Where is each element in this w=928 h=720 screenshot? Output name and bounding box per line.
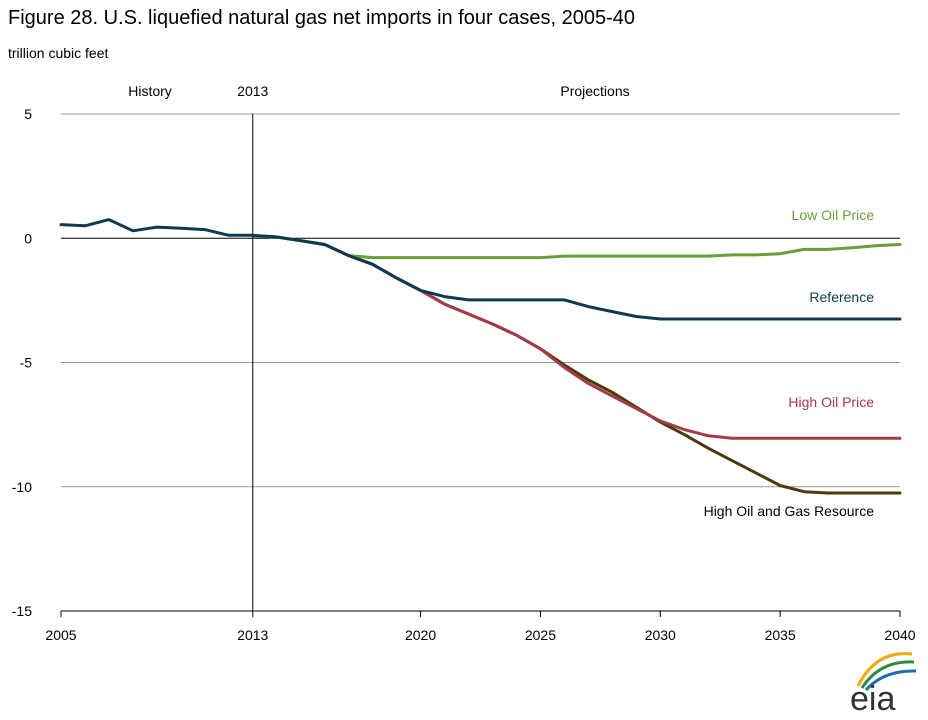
series-line-reference xyxy=(59,218,902,321)
history-annotation: History xyxy=(128,83,172,99)
series-label-high-oil-price: High Oil Price xyxy=(788,394,874,410)
y-tick-label: -15 xyxy=(12,603,32,619)
series-lines xyxy=(59,218,902,495)
y-tick-label: 0 xyxy=(24,230,32,246)
x-tick-label: 2025 xyxy=(525,627,556,643)
logo-arc-green xyxy=(860,660,915,689)
x-tick-label: 2013 xyxy=(237,627,268,643)
eia-logo: eia xyxy=(850,652,917,718)
x-axis-labels: 2005 2013 2020 2025 2030 2035 2040 xyxy=(45,627,915,643)
divider-year-annotation: 2013 xyxy=(237,83,268,99)
series-label-low-oil-price: Low Oil Price xyxy=(792,207,875,223)
series-line-high-oil-and-gas-resource xyxy=(251,234,902,495)
unit-label: trillion cubic feet xyxy=(8,45,108,61)
logo-arc-yellow xyxy=(856,652,913,687)
x-tick-label: 2030 xyxy=(645,627,676,643)
y-tick-label: -5 xyxy=(20,355,33,371)
x-tick-label: 2020 xyxy=(405,627,436,643)
series-line-low-oil-price xyxy=(251,234,902,260)
gridlines xyxy=(61,113,900,488)
series-label-reference: Reference xyxy=(809,289,874,305)
x-tick-label: 2005 xyxy=(45,627,76,643)
y-tick-label: -10 xyxy=(12,479,32,495)
chart-title: Figure 28. U.S. liquefied natural gas ne… xyxy=(8,7,635,29)
x-axis xyxy=(60,610,901,617)
projections-annotation: Projections xyxy=(560,83,629,99)
x-tick-label: 2040 xyxy=(884,627,915,643)
y-axis-labels: 5 0 -5 -10 -15 xyxy=(12,106,32,619)
eia-logo-text: eia xyxy=(850,680,895,718)
series-label-high-oil-and-gas-resource: High Oil and Gas Resource xyxy=(704,503,875,519)
logo-arc-blue xyxy=(864,669,917,692)
y-tick-label: 5 xyxy=(24,106,32,122)
x-tick-label: 2035 xyxy=(765,627,796,643)
